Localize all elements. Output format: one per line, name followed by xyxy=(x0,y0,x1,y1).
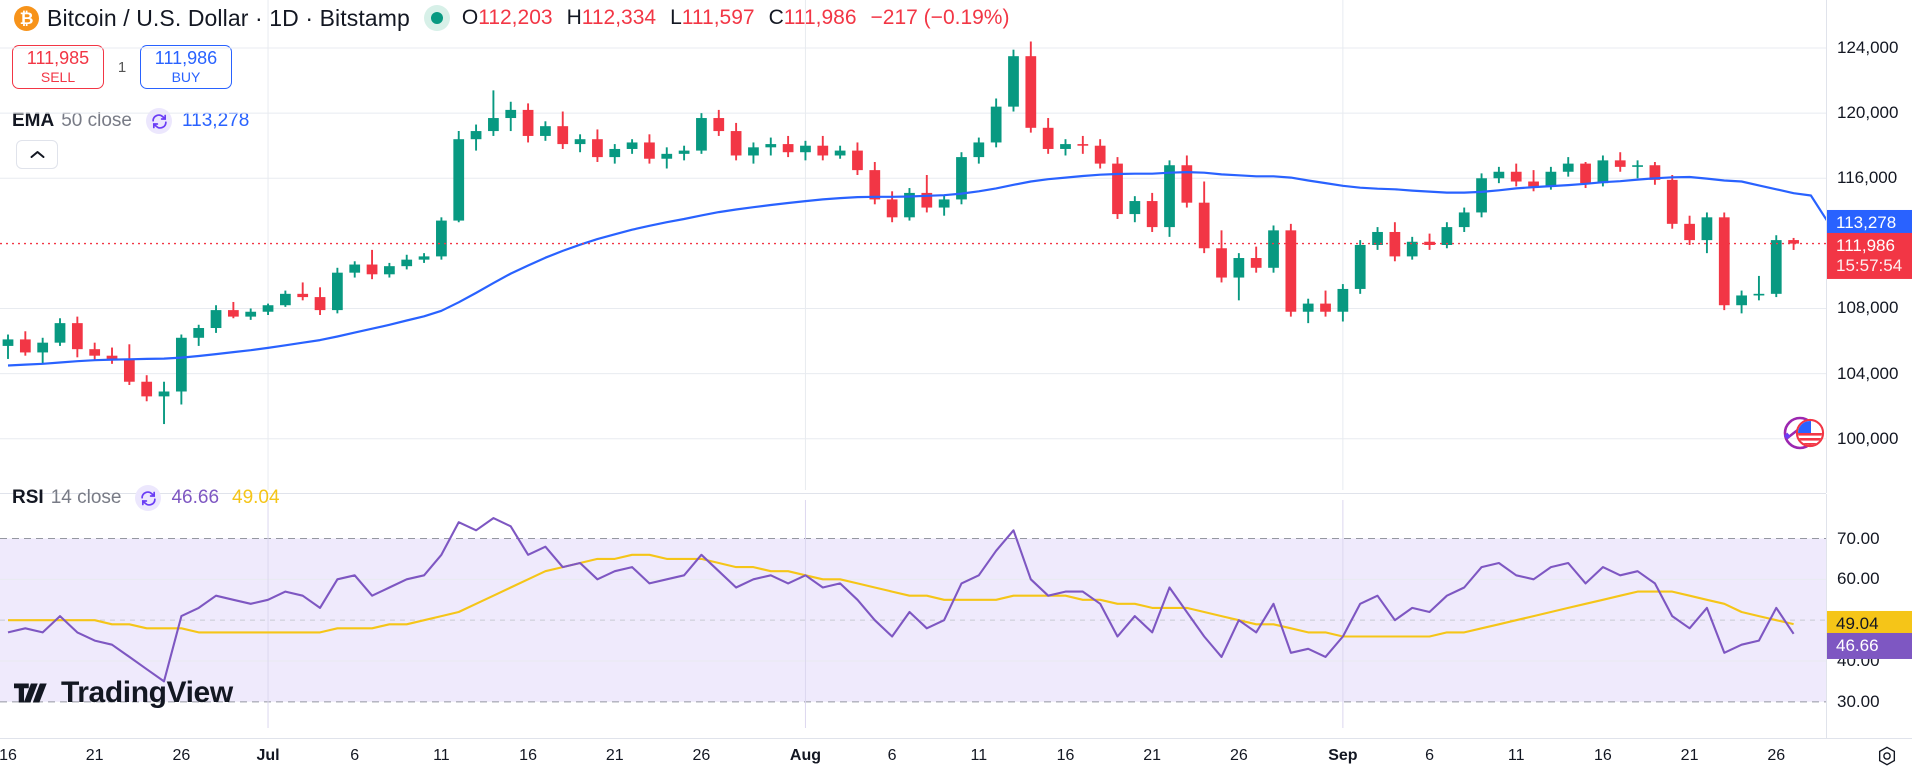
time-axis-tick: 21 xyxy=(1143,747,1162,764)
countdown-timer: 15:57:54 xyxy=(1836,255,1903,275)
buy-price: 111,986 xyxy=(154,48,218,69)
price-axis-tick: 116,000 xyxy=(1837,168,1898,188)
quantity-value[interactable]: 1 xyxy=(117,58,127,76)
refresh-icon[interactable] xyxy=(135,485,162,511)
change-value: −217 (−0.19%) xyxy=(870,6,1010,29)
watermark-text: TradingView xyxy=(61,676,233,709)
time-axis-tick: 21 xyxy=(85,747,104,764)
price-axis-tick: 124,000 xyxy=(1837,38,1899,58)
rsi-axis-tick: 70.00 xyxy=(1837,528,1880,548)
price-chart-pane[interactable] xyxy=(0,0,1826,490)
buy-button[interactable]: 111,986 BUY xyxy=(140,45,232,89)
pane-divider xyxy=(0,493,1826,494)
time-axis-tick: 21 xyxy=(605,747,624,764)
rsi-badge: 46.66 xyxy=(1827,632,1912,659)
low-label: L xyxy=(670,6,682,29)
bitcoin-icon: ₿ xyxy=(14,5,39,31)
ema-price-badge: 113,278 xyxy=(1827,209,1912,236)
ohlc-values: O 112,203 H 112,334 L 111,597 C 111,986 −217… xyxy=(462,6,1010,30)
last-price-badge: 111,986 15:57:54 xyxy=(1827,232,1912,279)
time-axis-tick: 6 xyxy=(887,747,897,764)
time-axis-tick: 16 xyxy=(519,747,537,764)
sell-label: SELL xyxy=(40,69,76,86)
time-axis-tick: 21 xyxy=(1680,747,1699,764)
chevron-up-icon xyxy=(30,151,44,158)
rsi-chart-pane[interactable] xyxy=(0,500,1826,728)
open-label: O xyxy=(461,6,479,29)
ema-name: EMA xyxy=(12,110,55,131)
rsi-name: RSI xyxy=(12,487,44,508)
high-label: H xyxy=(566,6,582,29)
price-axis-tick: 100,000 xyxy=(1837,428,1899,448)
time-axis-tick: Aug xyxy=(789,747,821,764)
last-price-value: 111,986 xyxy=(1836,235,1895,255)
rsi-value: 46.66 xyxy=(171,487,220,508)
rsi-axis[interactable]: 70.00 60.00 40.00 30.00 49.04 46.66 xyxy=(1826,494,1912,738)
ema-args: 50 close xyxy=(61,110,133,131)
trade-buttons: 111,985 SELL 1 111,986 BUY xyxy=(12,45,232,89)
market-open-dot xyxy=(423,5,450,31)
open-value: 112,203 xyxy=(478,6,553,29)
time-axis-tick: 26 xyxy=(1767,747,1786,764)
time-axis-tick: 16 xyxy=(1593,747,1612,764)
ema-legend[interactable]: EMA 50 close 113,278 xyxy=(12,108,249,134)
high-value: 112,334 xyxy=(581,6,657,29)
buy-label: BUY xyxy=(171,69,201,86)
symbol-title[interactable]: Bitcoin / U.S. Dollar · 1D · Bitstamp xyxy=(47,4,410,31)
collapse-pane-button[interactable] xyxy=(16,140,58,169)
rsi-args: 14 close xyxy=(50,487,122,508)
time-axis-tick: Jul xyxy=(256,747,280,764)
time-axis-tick: 26 xyxy=(1229,747,1248,764)
rsi-legend[interactable]: RSI 14 close 46.66 49.04 xyxy=(12,485,280,511)
price-axis-tick: 108,000 xyxy=(1837,298,1899,318)
sell-button[interactable]: 111,985 SELL xyxy=(12,45,104,89)
price-axis-tick: 104,000 xyxy=(1837,363,1899,383)
time-axis-tick: Sep xyxy=(1328,747,1358,764)
time-axis-tick: 11 xyxy=(970,747,988,764)
rsi-ma-badge: 49.04 xyxy=(1827,611,1912,638)
tradingview-watermark: TradingView xyxy=(14,676,233,710)
time-axis-tick: 6 xyxy=(350,747,360,764)
price-axis[interactable]: 124,000 120,000 116,000 108,000 104,000 100,0… xyxy=(1826,0,1912,493)
time-axis[interactable]: 16 21 26 Jul 6 11 16 21 26 Aug 6 11 16 21 26 Sep 6 11 16 21… xyxy=(0,738,1912,772)
time-axis-tick: 11 xyxy=(433,747,450,764)
gear-icon[interactable] xyxy=(1876,745,1898,772)
time-axis-tick: 6 xyxy=(1425,747,1434,764)
time-axis-tick: 16 xyxy=(0,747,17,764)
time-axis-tick: 11 xyxy=(1507,747,1525,764)
refresh-icon[interactable] xyxy=(146,108,173,134)
rsi-axis-tick: 30.00 xyxy=(1837,691,1880,711)
time-axis-tick: 26 xyxy=(172,747,191,764)
ema-value: 113,278 xyxy=(182,110,250,131)
close-label: C xyxy=(768,6,784,29)
sell-price: 111,985 xyxy=(26,48,90,69)
chart-header: ₿ Bitcoin / U.S. Dollar · 1D · Bitstamp … xyxy=(0,0,1912,36)
close-value: 111,986 xyxy=(783,6,857,29)
rsi-axis-tick: 60.00 xyxy=(1837,569,1880,589)
price-axis-tick: 120,000 xyxy=(1837,103,1899,123)
time-axis-tick: 16 xyxy=(1056,747,1075,764)
us-flag-icon xyxy=(1778,412,1826,454)
time-axis-tick: 26 xyxy=(692,747,711,764)
low-value: 111,597 xyxy=(681,6,755,29)
tradingview-logo xyxy=(14,683,47,703)
